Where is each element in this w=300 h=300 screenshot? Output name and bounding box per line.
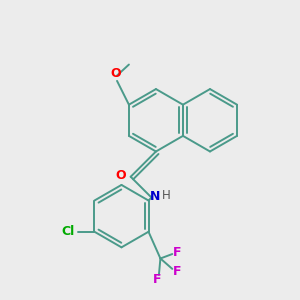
- Text: O: O: [110, 67, 121, 80]
- Text: Cl: Cl: [62, 225, 75, 238]
- Text: H: H: [161, 189, 170, 202]
- Text: F: F: [172, 246, 181, 259]
- Text: O: O: [116, 169, 127, 182]
- Text: F: F: [172, 266, 181, 278]
- Text: F: F: [153, 273, 162, 286]
- Text: N: N: [150, 190, 161, 202]
